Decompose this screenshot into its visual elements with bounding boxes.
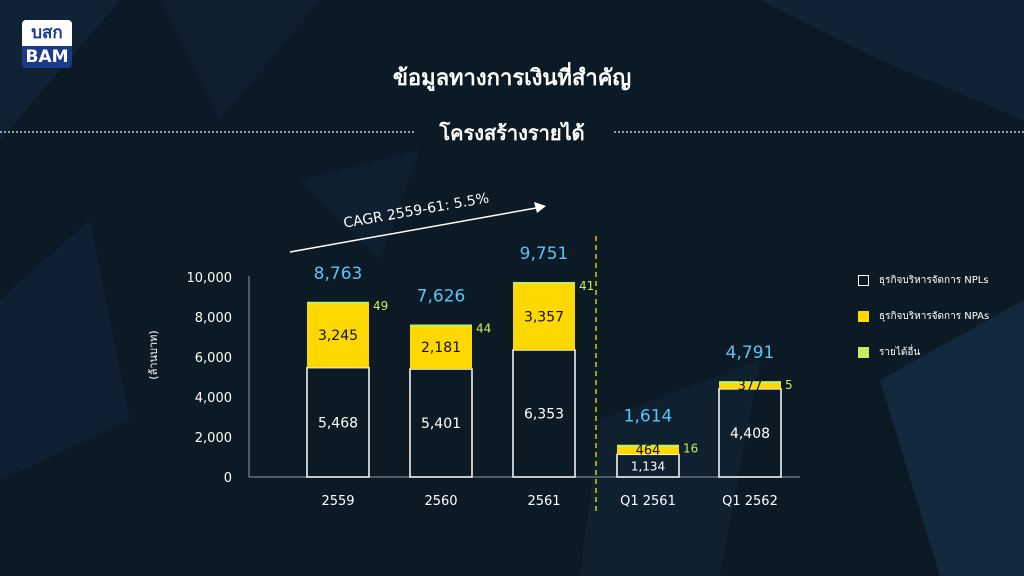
data-label-other: 5 <box>785 378 793 392</box>
data-label-npl: 5,468 <box>318 415 358 431</box>
x-tick-label: 2561 <box>527 494 560 509</box>
y-tick-label: 2,000 <box>195 431 232 446</box>
data-label-total: 8,763 <box>314 264 363 284</box>
data-label-total: 7,626 <box>417 286 466 306</box>
bar-segment-other <box>719 381 781 384</box>
y-tick-label: 8,000 <box>195 311 232 326</box>
logo-thai-text: บสก <box>22 20 72 46</box>
bar-segment-npa <box>307 302 369 368</box>
data-label-npl: 4,408 <box>730 426 770 442</box>
y-tick-label: 4,000 <box>195 391 232 406</box>
x-tick-label: Q1 2562 <box>722 494 778 509</box>
bar-segment-npa <box>410 325 472 369</box>
x-tick-label: Q1 2561 <box>620 494 676 509</box>
data-label-other: 49 <box>373 299 388 313</box>
bar-segment-npa <box>719 381 781 389</box>
data-label-npl: 1,134 <box>631 460 665 474</box>
x-tick-label: 2560 <box>424 494 457 509</box>
y-tick-label: 6,000 <box>195 351 232 366</box>
data-label-npl: 6,353 <box>524 406 564 422</box>
legend-label-npl: ธุรกิจบริหารจัดการ NPLs <box>879 274 989 286</box>
data-label-npa: 377 <box>738 379 763 394</box>
legend-item-npa: ธุรกิจบริหารจัดการ NPAs <box>858 308 989 324</box>
legend-label-npa: ธุรกิจบริหารจัดการ NPAs <box>879 310 990 322</box>
data-label-npl: 5,401 <box>421 416 461 432</box>
bar-segment-other <box>617 444 679 448</box>
data-label-total: 9,751 <box>520 244 569 264</box>
data-label-other: 16 <box>683 442 698 456</box>
data-label-total: 4,791 <box>726 343 775 363</box>
y-axis-label: (ล้านบาท) <box>147 330 160 379</box>
data-label-npa: 3,357 <box>524 309 564 325</box>
legend-item-npl: ธุรกิจบริหารจัดการ NPLs <box>858 272 989 288</box>
data-label-total: 1,614 <box>624 407 673 427</box>
legend-swatch-npa <box>858 310 869 322</box>
y-tick-label: 10,000 <box>187 271 233 286</box>
cagr-arrow-line <box>289 207 537 253</box>
data-label-npa: 2,181 <box>421 340 461 356</box>
legend-swatch-npl <box>858 274 869 286</box>
dotted-divider-left <box>0 131 414 133</box>
legend-swatch-other <box>858 346 869 358</box>
data-label-other: 44 <box>476 321 491 335</box>
bar-segment-npl <box>306 366 370 478</box>
legend-item-other: รายได้อื่น <box>858 344 989 360</box>
data-label-other: 41 <box>579 279 594 293</box>
bam-logo: บสก BAM <box>22 20 72 68</box>
bar-segment-other <box>513 281 575 285</box>
data-label-npa: 3,245 <box>318 328 358 344</box>
x-tick-label: 2559 <box>321 494 354 509</box>
bar-segment-npa <box>513 282 575 350</box>
cagr-annotation: CAGR 2559-61: 5.5% <box>342 190 490 231</box>
data-label-npa: 464 <box>636 444 661 459</box>
chart-legend: ธุรกิจบริหารจัดการ NPLs ธุรกิจบริหารจัดก… <box>858 272 989 380</box>
bar-segment-npa <box>617 445 679 455</box>
dotted-divider-right <box>614 131 1024 133</box>
logo-bam-text: BAM <box>22 46 72 68</box>
bar-segment-npl <box>409 368 473 478</box>
bar-segment-other <box>307 301 369 305</box>
page-title: ข้อมูลทางการเงินที่สำคัญ <box>392 66 632 91</box>
cagr-arrow-head <box>534 202 546 213</box>
y-tick-label: 0 <box>224 471 232 486</box>
bar-segment-other <box>410 324 472 327</box>
section-subtitle: โครงสร้างรายได้ <box>439 121 585 145</box>
legend-label-other: รายได้อื่น <box>879 346 921 358</box>
